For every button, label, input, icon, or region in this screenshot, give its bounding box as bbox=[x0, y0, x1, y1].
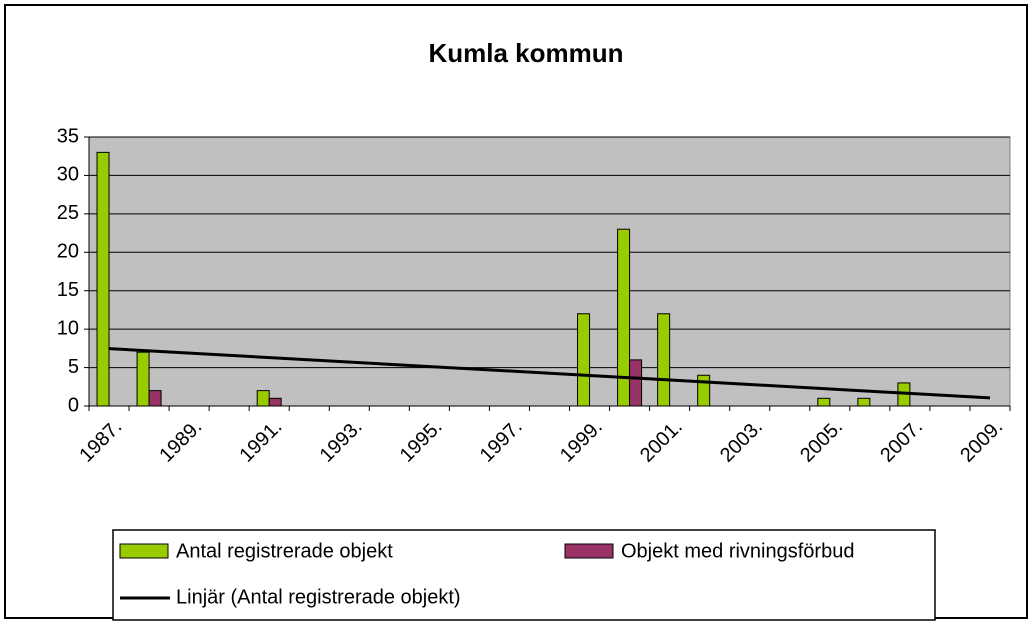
y-tick-label: 20 bbox=[57, 241, 79, 263]
y-tick-label: 35 bbox=[57, 125, 79, 147]
y-tick-label: 25 bbox=[57, 202, 79, 224]
legend-label: Linjär (Antal registrerade objekt) bbox=[176, 586, 461, 608]
bar bbox=[256, 390, 270, 407]
bar bbox=[268, 397, 282, 407]
plot-area bbox=[88, 136, 1011, 407]
legend-label: Objekt med rivningsförbud bbox=[621, 540, 854, 562]
y-tick-label: 30 bbox=[57, 164, 79, 186]
bar bbox=[629, 359, 643, 407]
y-tick-label: 0 bbox=[68, 394, 79, 416]
legend-label: Antal registrerade objekt bbox=[176, 540, 393, 562]
legend-swatch bbox=[119, 543, 169, 559]
y-tick-label: 5 bbox=[68, 356, 79, 378]
bar bbox=[817, 397, 831, 407]
bar bbox=[657, 313, 671, 407]
y-tick-label: 10 bbox=[57, 317, 79, 339]
bar bbox=[148, 390, 162, 407]
legend-swatch bbox=[564, 543, 614, 559]
y-tick-label: 15 bbox=[57, 279, 79, 301]
bar bbox=[96, 151, 110, 407]
bar bbox=[577, 313, 591, 407]
chart-title: Kumla kommun bbox=[428, 38, 623, 68]
bar bbox=[617, 228, 631, 407]
bar bbox=[697, 374, 711, 407]
bar bbox=[857, 397, 871, 407]
bar bbox=[136, 351, 150, 407]
trendline bbox=[108, 347, 991, 400]
legend-box bbox=[112, 529, 936, 621]
